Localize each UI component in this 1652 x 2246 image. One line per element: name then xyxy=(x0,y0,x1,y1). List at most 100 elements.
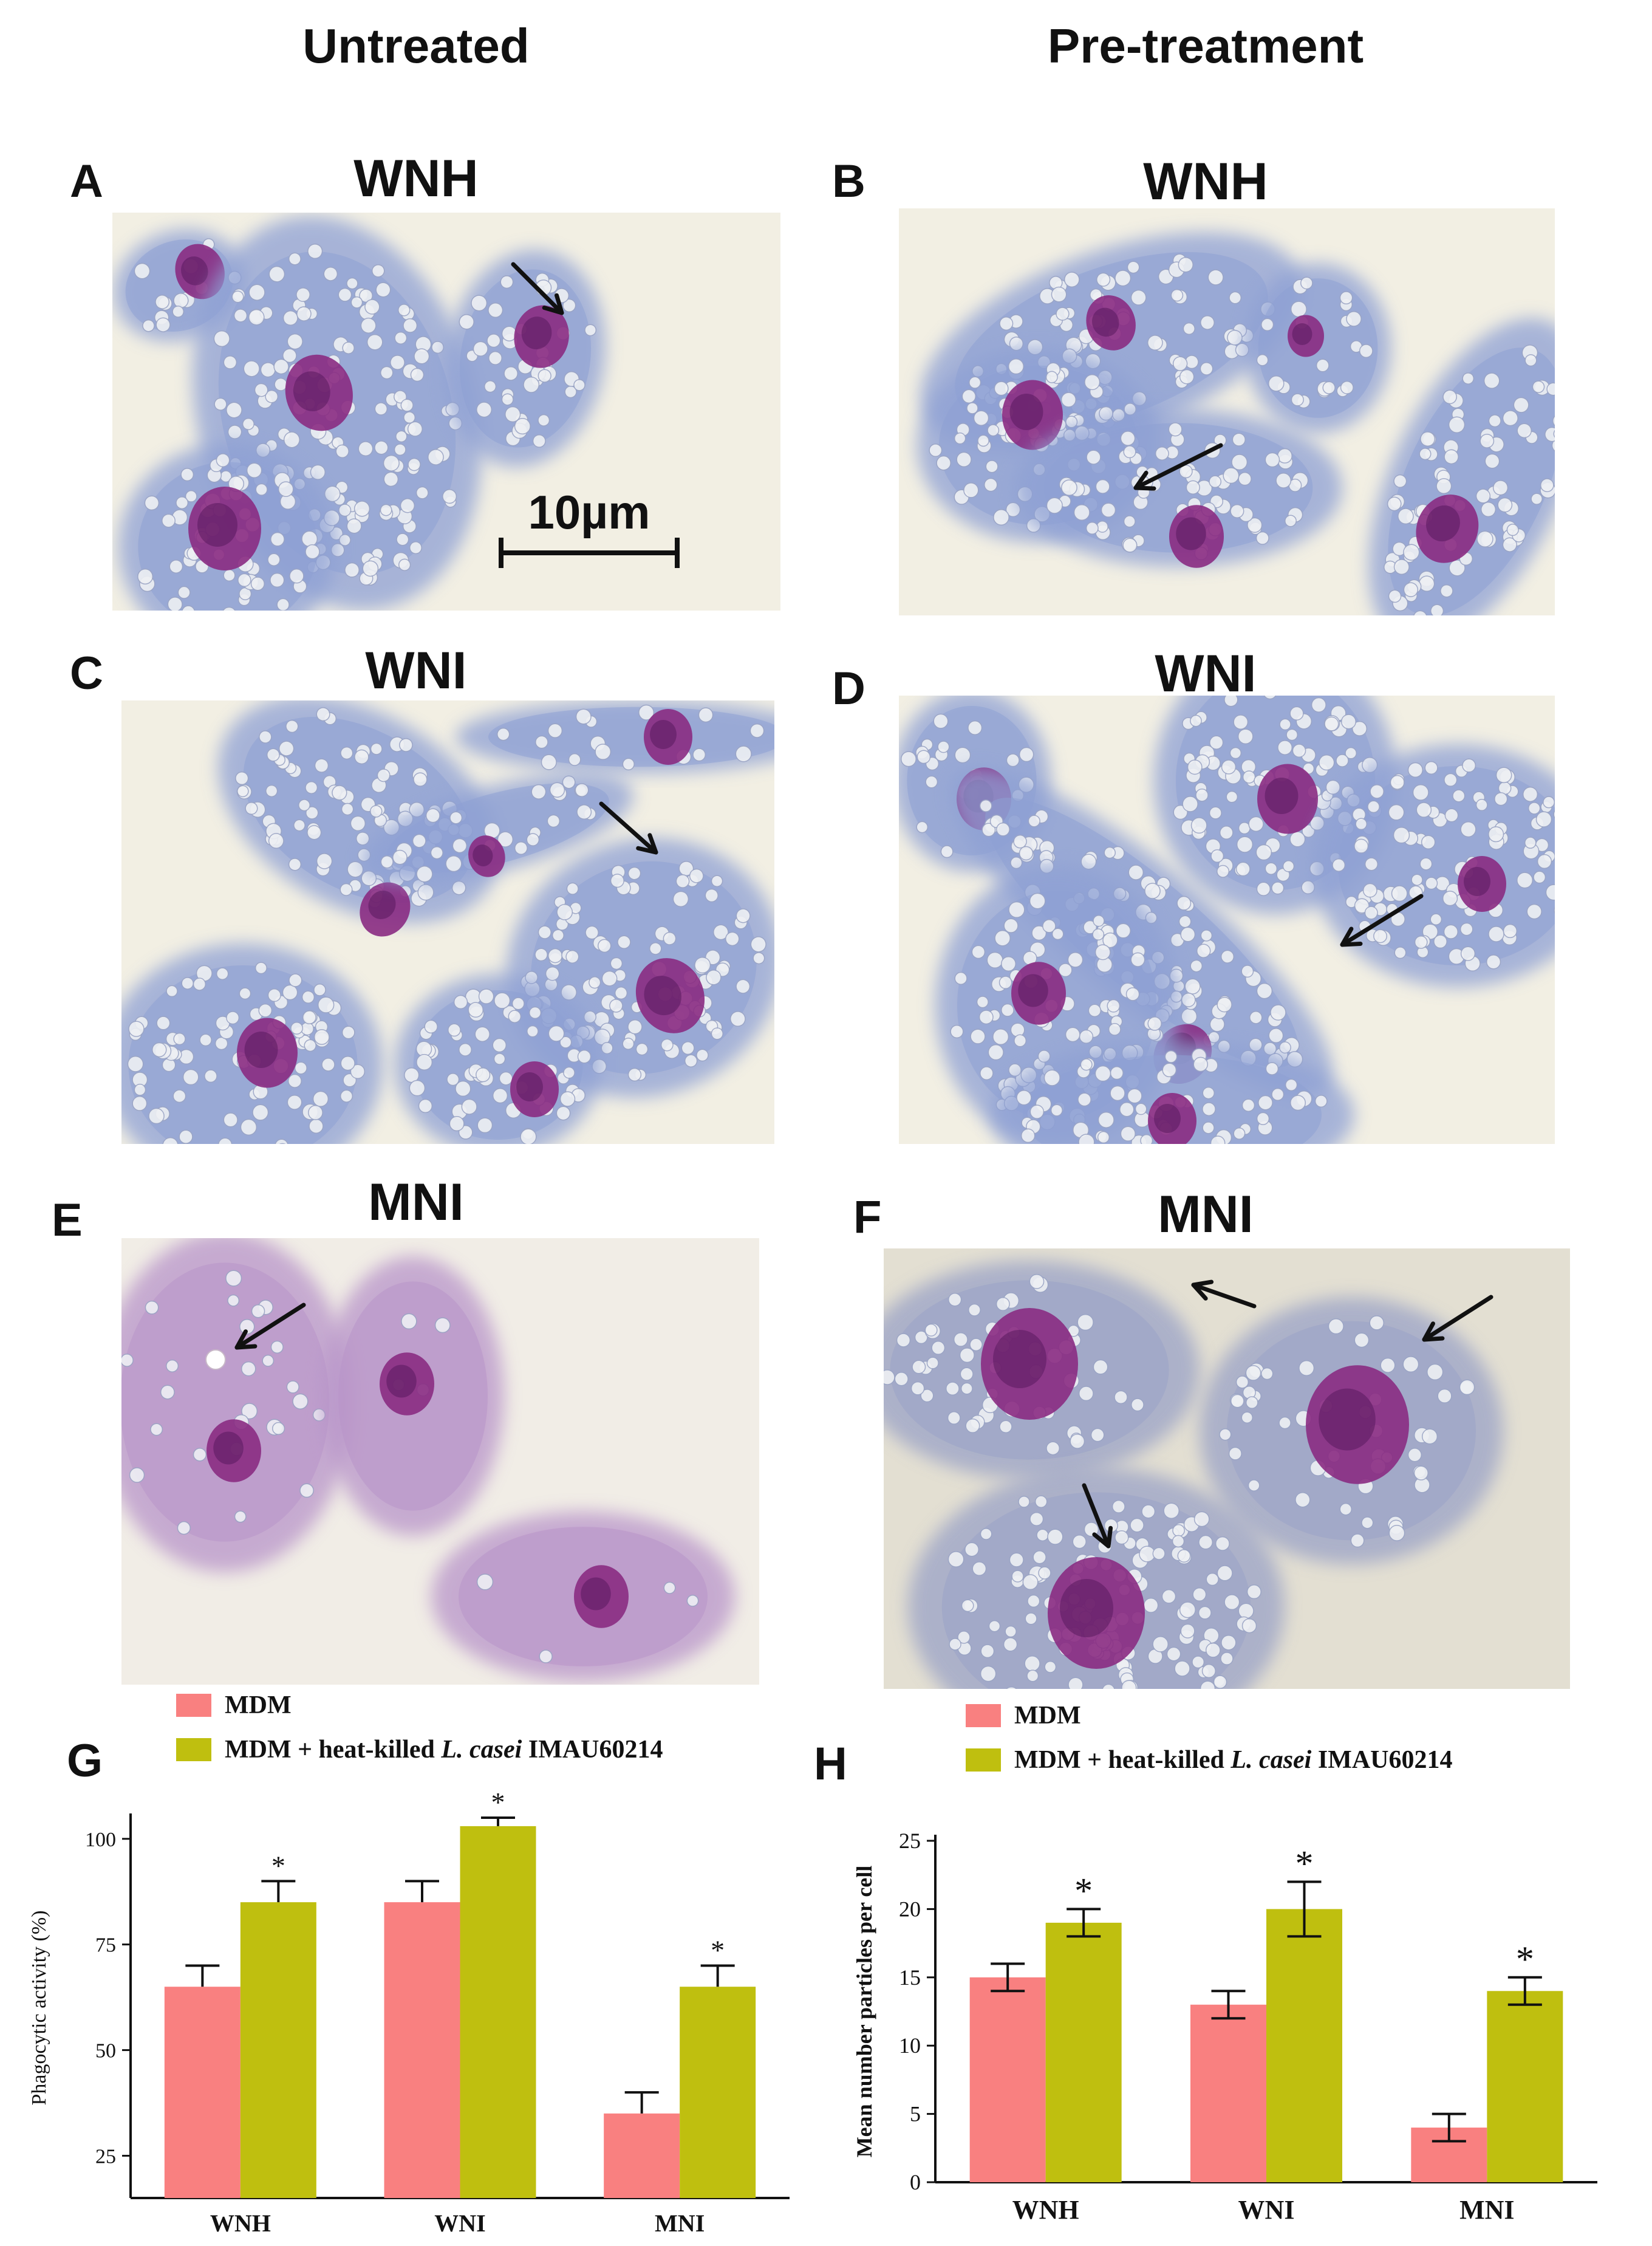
cell xyxy=(908,1467,1285,1689)
error-bar xyxy=(261,1880,296,1903)
micrograph-a: 10µm xyxy=(112,213,780,611)
bar-mdm xyxy=(1190,2004,1266,2182)
legend-swatch-treated xyxy=(966,1748,1001,1772)
micrograph-f-drawing xyxy=(884,1248,1570,1689)
error-bar xyxy=(1067,1908,1101,1938)
arrow xyxy=(1340,894,1424,947)
bar-mdm xyxy=(969,1977,1046,2182)
error-bar xyxy=(481,1816,515,1826)
x-tick-label: WNH xyxy=(210,2210,271,2237)
bar-treated xyxy=(1266,1909,1342,2182)
significance-marker: * xyxy=(1074,1871,1093,1911)
micrograph-b xyxy=(899,208,1555,615)
legend-label-mdm: MDM xyxy=(225,1691,292,1719)
arrow xyxy=(1082,1483,1111,1549)
column-header-untreated: Untreated xyxy=(302,19,530,73)
panel-letter-a: A xyxy=(70,156,103,207)
y-tick-label: 75 xyxy=(95,1934,116,1957)
panel-letter-d: D xyxy=(832,663,865,714)
micrograph-e xyxy=(121,1238,759,1685)
significance-marker: * xyxy=(711,1934,725,1965)
y-tick-label: 50 xyxy=(95,2040,116,2063)
bar-treated xyxy=(460,1826,536,2198)
error-bar xyxy=(185,1964,220,1987)
cell xyxy=(322,1256,504,1536)
panel-letter-h: H xyxy=(814,1738,847,1790)
y-tick-label: 10 xyxy=(899,2033,921,2058)
legend: MDM MDM + heat-killed L. casei IMAU60214 xyxy=(176,1691,663,1764)
y-axis-label: Phagocytic activity (%) xyxy=(28,1910,50,2105)
y-tick-label: 25 xyxy=(95,2145,116,2168)
micrograph-f xyxy=(884,1248,1570,1689)
micrograph-b-drawing xyxy=(899,208,1555,615)
panel-title-e: MNI xyxy=(368,1173,464,1231)
panel-title-d: WNI xyxy=(1155,645,1257,703)
micrograph-c xyxy=(121,700,774,1144)
scale-bar: 10µm xyxy=(499,485,680,568)
legend-label-treated: MDM + heat-killed L. casei IMAU60214 xyxy=(225,1736,663,1764)
panel-letter-b: B xyxy=(832,156,865,207)
cell xyxy=(118,443,337,611)
cell xyxy=(121,943,383,1144)
significance-marker: * xyxy=(271,1850,285,1881)
legend-swatch-treated xyxy=(176,1738,211,1761)
error-bar xyxy=(1211,1990,1246,2020)
bar-mdm xyxy=(164,1987,241,2198)
bar-mdm xyxy=(604,2113,680,2198)
cell xyxy=(1014,409,1342,568)
cell xyxy=(884,1261,1200,1479)
x-tick-label: MNI xyxy=(655,2210,705,2237)
arrow xyxy=(599,801,658,855)
panel-title-f: MNI xyxy=(1158,1185,1254,1244)
error-bar xyxy=(1432,2112,1466,2143)
micrograph-c-drawing xyxy=(121,700,774,1144)
cell xyxy=(456,700,774,773)
cell xyxy=(990,1042,1354,1144)
chart-h-svg: MDM MDM + heat-killed L. casei IMAU60214 0… xyxy=(852,1702,1597,2225)
significance-marker: * xyxy=(1516,1939,1534,1979)
legend-label-treated: MDM + heat-killed L. casei IMAU60214 xyxy=(1014,1746,1453,1774)
cell xyxy=(395,974,601,1144)
bar-treated xyxy=(1487,1991,1563,2182)
x-tick-label: WNI xyxy=(1238,2195,1295,2225)
bar-mdm xyxy=(384,1902,460,2198)
panel-letter-c: C xyxy=(70,648,103,699)
chart-g: MDM MDM + heat-killed L. casei IMAU60214 2… xyxy=(0,1689,826,2246)
chart-g-svg: MDM MDM + heat-killed L. casei IMAU60214 2… xyxy=(28,1691,790,2237)
y-tick-label: 20 xyxy=(899,1897,921,1921)
bar-treated xyxy=(240,1902,316,2198)
micrograph-d-drawing xyxy=(899,696,1555,1144)
x-tick-label: WNI xyxy=(434,2210,485,2237)
cell xyxy=(431,1512,735,1682)
bar-treated xyxy=(1045,1922,1122,2182)
bar-treated xyxy=(680,1987,756,2198)
y-axis-label: Mean number particles per cell xyxy=(852,1866,876,2158)
legend-label-mdm: MDM xyxy=(1014,1702,1081,1730)
error-bar xyxy=(1507,1976,1542,2006)
panel-title-b: WNH xyxy=(1143,152,1268,211)
micrograph-d xyxy=(899,696,1555,1144)
legend-swatch-mdm xyxy=(176,1694,211,1717)
cell xyxy=(1200,1297,1503,1564)
error-bar xyxy=(1287,1880,1322,1938)
arrow xyxy=(1422,1295,1493,1342)
significance-marker: * xyxy=(1295,1843,1314,1883)
cell xyxy=(1368,318,1555,615)
cell xyxy=(121,1238,352,1572)
arrow xyxy=(511,262,564,315)
y-tick-label: 0 xyxy=(910,2170,921,2194)
micrograph-a-drawing: 10µm xyxy=(112,213,780,611)
legend-swatch-mdm xyxy=(966,1704,1001,1727)
y-tick-label: 15 xyxy=(899,1965,921,1990)
panel-letter-e: E xyxy=(52,1194,83,1246)
panel-title-c: WNI xyxy=(365,642,467,700)
scale-bar-label: 10µm xyxy=(528,485,650,539)
x-tick-label: MNI xyxy=(1459,2195,1514,2225)
chart-h: MDM MDM + heat-killed L. casei IMAU60214 0… xyxy=(826,1689,1652,2246)
panel-letter-g: G xyxy=(67,1735,103,1787)
arrow xyxy=(234,1303,306,1350)
significance-marker: * xyxy=(491,1787,505,1818)
cell xyxy=(363,773,633,883)
legend: MDM MDM + heat-killed L. casei IMAU60214 xyxy=(966,1702,1453,1774)
